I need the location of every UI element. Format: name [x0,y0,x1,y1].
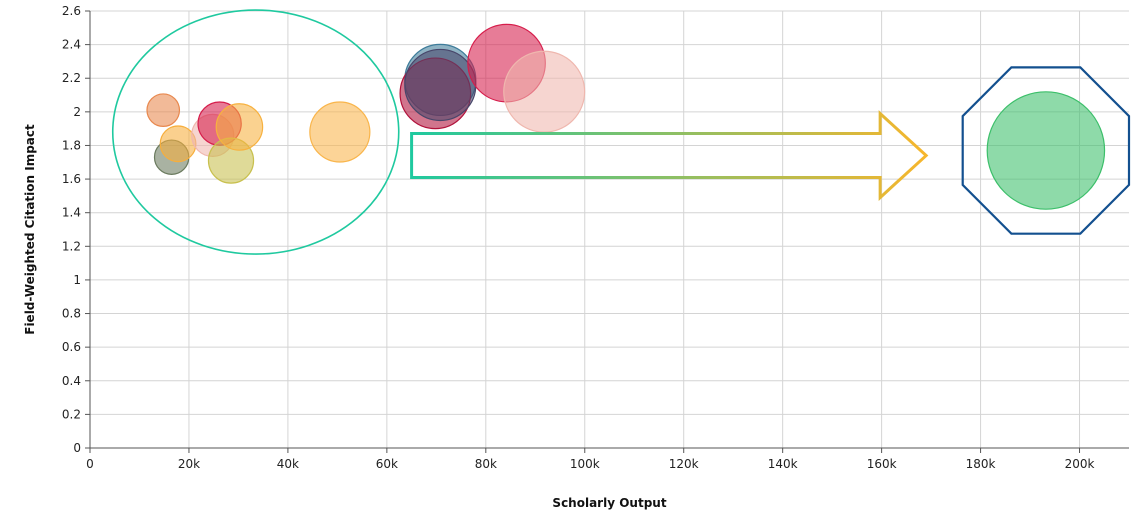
x-tick-label: 80k [475,457,497,471]
bubble-point[interactable] [503,50,586,133]
x-tick-label: 120k [669,457,699,471]
x-axis-title: Scholarly Output [552,496,666,510]
bubble-point[interactable] [404,48,477,122]
x-tick-label: 20k [178,457,200,471]
y-tick-label: 0.4 [62,374,81,388]
y-tick-label: 0.2 [62,407,81,421]
x-tick-label: 180k [966,457,996,471]
bubbles [146,23,1106,210]
bubble-point[interactable] [986,91,1106,210]
axes: 0 0.2 0.4 0.6 0.8 1 1.2 1.4 1.6 1.8 2 2.2 2.4 2.6 0 20k… [62,4,1129,471]
x-tick-label: 100k [570,457,600,471]
x-tick-label: 60k [376,457,398,471]
y-tick-label: 1.8 [62,138,81,152]
y-axis-title: Field-Weighted Citation Impact [23,124,37,335]
x-tick-label: 0 [86,457,94,471]
y-tick-label: 2.4 [62,38,81,52]
x-tick-label: 160k [867,457,897,471]
y-tick-label: 0.6 [62,340,81,354]
y-tick-label: 0.8 [62,307,81,321]
bubble-point[interactable] [146,93,181,128]
x-tick-label: 140k [768,457,798,471]
x-tick-label: 40k [277,457,299,471]
y-tick-label: 2.6 [62,4,81,18]
growth-arrow-annotation [410,110,929,201]
y-tick-label: 1.4 [62,206,81,220]
y-tick-label: 1 [73,273,81,287]
bubble-point[interactable] [159,125,197,163]
grid-lines [89,10,1129,449]
x-tick-label: 200k [1065,457,1095,471]
y-tick-label: 0 [73,441,81,455]
annotations [111,9,1131,255]
highlight-octagon-annotation [961,66,1131,235]
cluster-ellipse-annotation [111,9,400,255]
y-tick-label: 2.2 [62,71,81,85]
y-tick-label: 1.2 [62,239,81,253]
bubble-point[interactable] [215,103,264,151]
bubble-point[interactable] [309,101,371,163]
y-tick-label: 1.6 [62,172,81,186]
y-tick-label: 2 [73,105,81,119]
